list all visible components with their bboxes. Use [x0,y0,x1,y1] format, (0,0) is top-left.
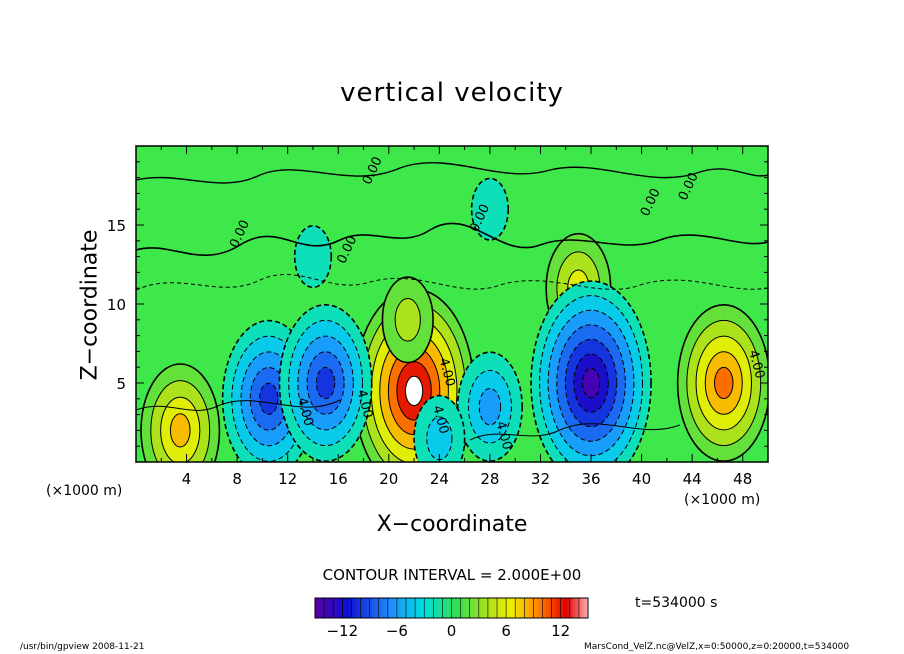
contour-region [169,413,191,448]
x-axis-unit-label: (×1000 m) [46,483,123,499]
x-tick-label: 36 [581,470,600,488]
contour-region [259,382,279,415]
plot-area [136,146,768,462]
contour-value-label: 4.00 [435,356,457,388]
contour-region [394,298,421,342]
x-tick-label: 40 [632,470,651,488]
contour-line [136,274,768,291]
y-tick-label: 5 [116,375,126,393]
contour-region [714,366,734,400]
colorbar-tick-label: 0 [447,622,457,640]
x-tick-label: 20 [379,470,398,488]
y-axis-unit-label: (×1000 m) [684,492,761,508]
x-tick-label: 24 [430,470,449,488]
contour-lines [136,162,768,441]
axis-ticks [136,146,768,462]
y-tick-label: 10 [107,296,126,314]
x-tick-label: 28 [480,470,499,488]
contour-line [136,162,768,184]
contour-line [136,222,768,256]
contour-region [404,375,424,406]
contour-value-label: 4.00 [429,404,451,436]
contour-region [293,225,333,289]
contour-region [470,177,510,241]
contour-region [478,388,502,426]
time-label: t=534000 s [635,595,718,611]
contour-value-label: 4.00 [353,388,375,420]
footer-source-info: MarsCond_VelZ.nc@VelZ,x=0:50000,z=0:2000… [584,642,850,652]
colorbar-bands [314,598,589,618]
x-axis-label: X−coordinate [376,512,528,537]
x-tick-label: 12 [278,470,297,488]
contour-labels: 0.00 0.000.000.00 0.00 0.004.00 4.004.004.00… [227,155,767,452]
footer-program-date: /usr/bin/gpview 2008-11-21 [20,642,145,652]
contour-value-label: 4.00 [745,349,767,381]
colorbar-tick-label: 12 [551,622,570,640]
contour-region [581,367,601,399]
colorbar-tick-label: 6 [501,622,511,640]
x-tick-label: 4 [182,470,192,488]
contour-line [469,423,681,441]
x-tick-label: 8 [232,470,242,488]
contour-value-label: 4.00 [492,420,514,452]
contour-value-label: 4.00 [294,396,316,428]
chart-title: vertical velocity [340,78,564,108]
contour-interval-label: CONTOUR INTERVAL = 2.000E+00 [322,566,582,584]
contour-line [136,399,341,411]
contour-region [315,366,336,400]
x-tick-label: 16 [329,470,348,488]
colorbar-tick-label: −6 [386,622,408,640]
x-tick-label: 48 [733,470,752,488]
x-tick-label: 32 [531,470,550,488]
y-tick-label: 15 [107,217,126,235]
colorbar-tick-label: −12 [326,622,358,640]
colorbar-tick-labels: −12 −6 0 6 12 [326,622,570,640]
x-tick-label: 44 [683,470,702,488]
